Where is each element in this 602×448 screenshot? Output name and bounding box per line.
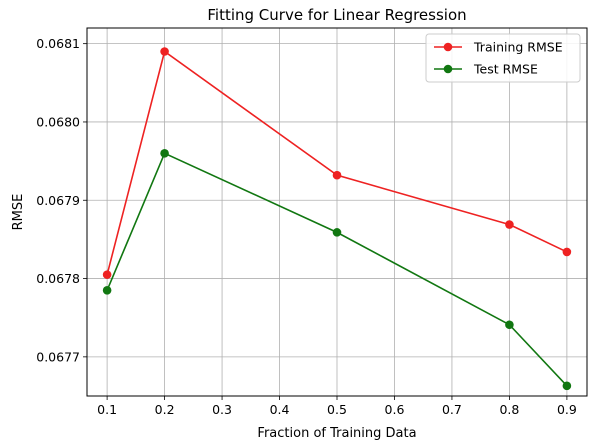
x-tick-label: 0.1 bbox=[97, 402, 117, 417]
x-axis-label: Fraction of Training Data bbox=[257, 426, 416, 441]
data-point bbox=[102, 270, 112, 279]
x-tick-label: 0.2 bbox=[155, 402, 175, 417]
legend-marker bbox=[443, 64, 453, 74]
data-point bbox=[332, 228, 342, 237]
legend-label: Test RMSE bbox=[473, 62, 538, 77]
data-point bbox=[505, 320, 514, 330]
x-tick-label: 0.6 bbox=[385, 402, 405, 417]
y-tick-label: 0.0681 bbox=[36, 36, 80, 51]
legend-box bbox=[425, 33, 581, 83]
y-tick-label: 0.0678 bbox=[36, 271, 80, 286]
x-tick-label: 0.9 bbox=[557, 402, 577, 417]
x-tick-label: 0.7 bbox=[442, 402, 462, 417]
legend-label: Training RMSE bbox=[473, 40, 563, 55]
x-tick-label: 0.5 bbox=[327, 402, 347, 417]
data-point bbox=[562, 247, 572, 257]
x-tick-label: 0.3 bbox=[212, 402, 232, 417]
y-axis-label: RMSE bbox=[11, 194, 26, 231]
data-point bbox=[505, 220, 514, 229]
y-tick-label: 0.0679 bbox=[36, 193, 80, 208]
y-tick-label: 0.0680 bbox=[36, 114, 80, 129]
y-tick-label: 0.0677 bbox=[36, 349, 80, 364]
legend-marker bbox=[443, 42, 453, 52]
data-point bbox=[562, 381, 572, 391]
chart-title: Fitting Curve for Linear Regression bbox=[207, 6, 466, 24]
data-point bbox=[102, 285, 112, 295]
data-point bbox=[160, 47, 169, 56]
grid bbox=[87, 28, 587, 396]
series-group bbox=[102, 47, 572, 391]
data-point bbox=[332, 170, 342, 180]
data-point bbox=[160, 148, 169, 158]
axis-ticks: 0.1 0.2 0.3 0.4 0.5 0.6 0.7 0.8 0.9 0.0677 0.0678 0… bbox=[36, 36, 577, 417]
x-tick-label: 0.8 bbox=[499, 402, 519, 417]
x-tick-label: 0.4 bbox=[270, 402, 290, 417]
legend: Training RMSE Test RMSE bbox=[425, 33, 581, 83]
